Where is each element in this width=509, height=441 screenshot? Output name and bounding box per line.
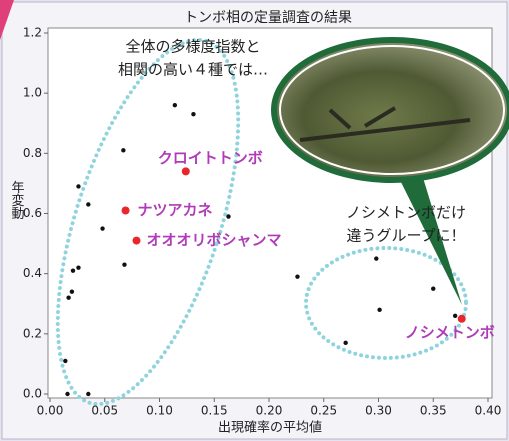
data-point — [133, 237, 141, 245]
annotation: 相関の高い４種では… — [118, 61, 268, 79]
annotation: 全体の多様度指数と — [125, 38, 260, 56]
point-label: オオオリボシャンマ — [147, 231, 282, 249]
data-point — [226, 214, 230, 218]
x-tick-label: 0.40 — [475, 404, 502, 418]
data-point — [70, 290, 74, 294]
data-point — [122, 206, 130, 214]
data-point — [182, 167, 190, 175]
x-tick-label: 0.30 — [365, 404, 392, 418]
y-tick-label: 0.4 — [23, 266, 42, 280]
chart: トンボ相の定量調査の結果 出現確率の平均値 年変動 0.00 0.05 0.10 0.… — [0, 0, 509, 441]
annotation: ノシメトンボだけ — [346, 204, 466, 222]
data-point — [86, 202, 90, 206]
y-axis-label: 年変動 — [9, 181, 25, 221]
data-point — [295, 274, 299, 278]
x-tick-label: 0.10 — [146, 404, 173, 418]
data-point — [86, 392, 90, 396]
point-label: ナツアカネ — [138, 201, 213, 219]
data-point — [63, 359, 67, 363]
data-point — [458, 315, 466, 323]
data-point — [122, 262, 126, 266]
data-point — [173, 103, 177, 107]
y-tick-label: 1.2 — [23, 26, 42, 40]
x-tick-label: 0.25 — [310, 404, 337, 418]
data-point — [65, 392, 69, 396]
y-tick-label: 0.8 — [23, 146, 42, 160]
y-tick-label: 0.6 — [23, 206, 42, 220]
data-point — [71, 268, 75, 272]
data-point — [191, 112, 195, 116]
point-label: ノシメトンボ — [405, 323, 495, 341]
data-point — [66, 296, 70, 300]
data-point — [76, 184, 80, 188]
data-point — [343, 341, 347, 345]
y-tick-label: 1.0 — [23, 86, 42, 100]
x-tick-label: 0.05 — [91, 404, 118, 418]
chart-title: トンボ相の定量調査の結果 — [184, 10, 352, 26]
annotation: 違うグループに！ — [346, 227, 465, 245]
y-tick-label: 0.0 — [23, 387, 42, 401]
y-tick-label: 0.2 — [23, 326, 42, 340]
data-point — [453, 314, 457, 318]
x-tick-label: 0.35 — [420, 404, 447, 418]
x-tick-label: 0.20 — [256, 404, 283, 418]
data-point — [76, 265, 80, 269]
data-point — [100, 226, 104, 230]
data-point — [377, 308, 381, 312]
x-tick-label: 0.00 — [37, 404, 64, 418]
x-tick-label: 0.15 — [201, 404, 228, 418]
data-point — [121, 148, 125, 152]
point-label: クロイトトンボ — [158, 149, 263, 167]
data-point — [431, 287, 435, 291]
x-axis-label: 出現確率の平均値 — [218, 420, 322, 436]
data-point — [374, 256, 378, 260]
